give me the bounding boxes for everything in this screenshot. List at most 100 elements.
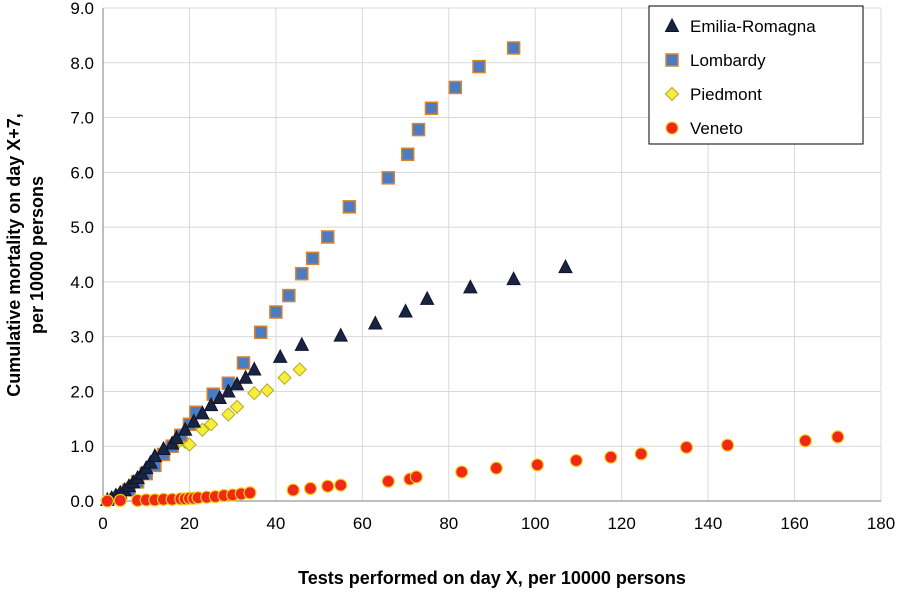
series-veneto xyxy=(100,430,845,508)
y-axis-title-line1: Cumulative mortality on day X+7, xyxy=(4,113,24,397)
veneto-point xyxy=(604,450,618,464)
emilia-romagna-point xyxy=(238,369,253,384)
legend: Emilia-Romagna Lombardy Piedmont Veneto xyxy=(648,5,864,145)
y-tick-labels: 0.0 1.0 2.0 3.0 4.0 5.0 6.0 7.0 8.0 9.0 xyxy=(70,0,94,511)
x-tick-label: 180 xyxy=(867,514,895,533)
emilia-romagna-point xyxy=(246,361,262,376)
legend-label-lombardy: Lombardy xyxy=(690,51,766,70)
veneto-point xyxy=(303,481,318,496)
legend-item-emilia-romagna: Emilia-Romagna xyxy=(664,17,816,36)
x-tick-labels: 0 20 40 60 80 100 120 140 160 180 xyxy=(98,514,895,533)
veneto-point xyxy=(409,470,423,484)
x-tick-label: 60 xyxy=(353,514,372,533)
legend-marker-veneto xyxy=(665,121,679,135)
lombardy-point xyxy=(254,325,268,340)
y-tick-label: 9.0 xyxy=(70,0,94,18)
lombardy-point xyxy=(381,171,396,185)
piedmont-point xyxy=(292,362,307,377)
y-tick-label: 4.0 xyxy=(70,273,94,292)
piedmont-point xyxy=(203,417,219,432)
emilia-romagna-point xyxy=(272,348,288,363)
emilia-romagna-point xyxy=(177,421,193,436)
legend-label-emilia-romagna: Emilia-Romagna xyxy=(690,17,816,36)
piedmont-point xyxy=(221,407,236,422)
y-tick-label: 1.0 xyxy=(70,437,94,456)
piedmont-point xyxy=(247,385,262,401)
veneto-point xyxy=(381,474,395,488)
veneto-point xyxy=(798,434,812,448)
y-tick-label: 7.0 xyxy=(70,109,94,128)
emilia-romagna-point xyxy=(195,405,210,420)
y-tick-label: 0.0 xyxy=(70,492,94,511)
legend-item-piedmont: Piedmont xyxy=(664,85,762,104)
emilia-romagna-point xyxy=(558,259,573,274)
lombardy-point xyxy=(411,122,426,137)
piedmont-point xyxy=(277,370,292,385)
x-tick-label: 140 xyxy=(694,514,722,533)
emilia-romagna-point xyxy=(169,429,184,445)
legend-label-piedmont: Piedmont xyxy=(690,85,762,104)
x-tick-label: 160 xyxy=(780,514,808,533)
lombardy-point xyxy=(236,356,251,370)
lombardy-point xyxy=(282,288,296,303)
emilia-romagna-point xyxy=(333,327,349,342)
legend-marker-piedmont xyxy=(664,86,680,102)
series-emilia-romagna xyxy=(99,259,573,506)
veneto-point xyxy=(720,438,735,452)
emilia-romagna-point xyxy=(367,315,383,330)
veneto-point xyxy=(334,478,348,492)
emilia-romagna-point xyxy=(419,290,435,305)
legend-box xyxy=(648,5,864,145)
veneto-point xyxy=(530,458,544,472)
veneto-point xyxy=(831,430,845,444)
veneto-point xyxy=(489,461,503,475)
x-tick-label: 120 xyxy=(607,514,635,533)
legend-item-veneto: Veneto xyxy=(665,119,743,138)
x-tick-label: 100 xyxy=(521,514,549,533)
x-tick-label: 0 xyxy=(98,514,107,533)
veneto-point xyxy=(243,486,257,500)
lombardy-point xyxy=(305,251,320,266)
y-tick-label: 2.0 xyxy=(70,382,94,401)
veneto-point xyxy=(100,494,114,508)
x-axis-title: Tests performed on day X, per 10000 pers… xyxy=(298,568,686,588)
lombardy-point xyxy=(472,59,486,74)
veneto-point xyxy=(634,447,648,461)
emilia-romagna-point xyxy=(506,271,521,286)
veneto-point xyxy=(286,483,300,497)
legend-item-lombardy: Lombardy xyxy=(665,51,766,70)
legend-marker-emilia-romagna xyxy=(664,17,680,32)
veneto-point xyxy=(113,493,127,508)
x-tick-label: 20 xyxy=(180,514,199,533)
x-tick-label: 40 xyxy=(266,514,285,533)
emilia-romagna-point xyxy=(221,383,236,398)
data-points xyxy=(99,41,845,508)
emilia-romagna-point xyxy=(203,397,219,412)
veneto-point xyxy=(679,440,694,454)
lombardy-point xyxy=(400,147,415,162)
emilia-romagna-point xyxy=(147,447,163,463)
x-tick-label: 80 xyxy=(439,514,458,533)
emilia-romagna-point xyxy=(463,279,478,294)
legend-label-veneto: Veneto xyxy=(690,119,743,138)
y-tick-label: 6.0 xyxy=(70,163,94,182)
emilia-romagna-point xyxy=(398,303,413,318)
veneto-point xyxy=(455,465,469,479)
piedmont-point xyxy=(229,399,245,414)
lombardy-point xyxy=(342,200,357,214)
emilia-romagna-point xyxy=(294,336,310,351)
emilia-romagna-point xyxy=(186,413,202,428)
piedmont-point xyxy=(260,383,275,398)
veneto-point xyxy=(569,453,583,468)
lombardy-point xyxy=(424,101,439,115)
lombardy-point xyxy=(269,305,283,319)
y-axis-title-line2: per 10000 persons xyxy=(27,176,47,334)
lombardy-point xyxy=(448,80,463,95)
lombardy-point xyxy=(295,266,309,281)
veneto-point xyxy=(321,479,335,493)
y-tick-label: 3.0 xyxy=(70,328,94,347)
y-tick-label: 5.0 xyxy=(70,218,94,237)
legend-marker-lombardy xyxy=(665,53,679,67)
y-tick-label: 8.0 xyxy=(70,54,94,73)
